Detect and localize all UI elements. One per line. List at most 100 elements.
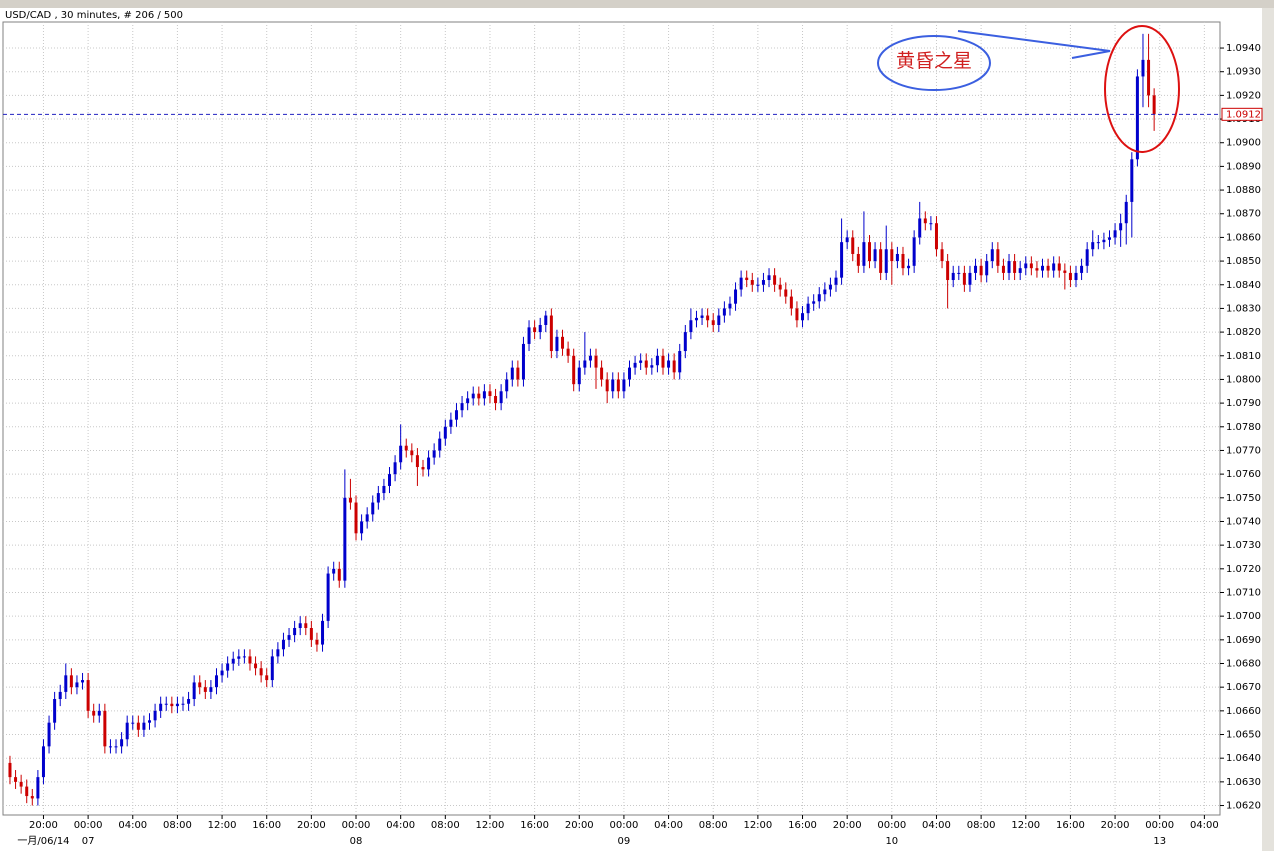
x-tick-label: 12:00 bbox=[1011, 820, 1040, 831]
candle-body bbox=[58, 691, 62, 700]
candle-body bbox=[694, 317, 698, 321]
candle-body bbox=[1001, 265, 1005, 273]
candle-body bbox=[505, 379, 509, 392]
candle-body bbox=[1152, 95, 1156, 115]
candle-body bbox=[577, 367, 581, 385]
candle-body bbox=[30, 796, 34, 799]
candle-body bbox=[884, 249, 888, 273]
candle-body bbox=[974, 265, 978, 273]
y-tick-label: 1.0840 bbox=[1226, 280, 1261, 291]
candle-body bbox=[281, 639, 285, 650]
candle-body bbox=[968, 272, 972, 285]
candle-body bbox=[1119, 223, 1123, 231]
candle-body bbox=[393, 462, 397, 475]
candle-body bbox=[739, 277, 743, 290]
candle-body bbox=[890, 249, 894, 262]
candle-body bbox=[773, 275, 777, 285]
y-tick-label: 1.0640 bbox=[1226, 753, 1261, 764]
y-tick-label: 1.0810 bbox=[1226, 351, 1261, 362]
candle-body bbox=[1024, 263, 1028, 269]
candle-body bbox=[1018, 268, 1022, 273]
x-tick-label: 20:00 bbox=[1101, 820, 1130, 831]
candle-body bbox=[53, 699, 57, 723]
candle-body bbox=[348, 497, 352, 503]
candle-body bbox=[86, 680, 90, 711]
candle-body bbox=[254, 663, 258, 669]
x-tick-label: 16:00 bbox=[520, 820, 549, 831]
x-tick-label: 00:00 bbox=[1145, 820, 1174, 831]
candle-body bbox=[293, 627, 297, 636]
candle-body bbox=[806, 303, 810, 314]
candle-body bbox=[410, 450, 414, 456]
candle-body bbox=[834, 277, 838, 285]
candle-body bbox=[97, 710, 101, 716]
y-tick-label: 1.0800 bbox=[1226, 374, 1261, 385]
x-tick-label: 20:00 bbox=[833, 820, 862, 831]
x-tick-label: 04:00 bbox=[654, 820, 683, 831]
candle-body bbox=[1052, 263, 1056, 271]
candle-body bbox=[611, 379, 615, 392]
candle-body bbox=[103, 710, 107, 747]
candle-body bbox=[728, 303, 732, 309]
x-tick-label: 08:00 bbox=[699, 820, 728, 831]
y-tick-label: 1.0680 bbox=[1226, 659, 1261, 670]
x-tick-label: 04:00 bbox=[386, 820, 415, 831]
candle-body bbox=[432, 450, 436, 458]
x-tick-label: 16:00 bbox=[252, 820, 281, 831]
candle-body bbox=[644, 360, 648, 368]
y-tick-label: 1.0860 bbox=[1226, 232, 1261, 243]
candle-body bbox=[795, 308, 799, 321]
candle-body bbox=[499, 391, 503, 404]
candle-body bbox=[923, 218, 927, 224]
candle-body bbox=[214, 675, 218, 688]
candle-body bbox=[588, 355, 592, 361]
x-tick-label: 12:00 bbox=[208, 820, 237, 831]
y-tick-label: 1.0780 bbox=[1226, 422, 1261, 433]
candle-body bbox=[929, 223, 933, 225]
candle-body bbox=[572, 355, 576, 385]
last-price-box bbox=[1221, 107, 1263, 121]
candle-body bbox=[862, 242, 866, 266]
candle-body bbox=[365, 514, 369, 522]
candle-body bbox=[1102, 239, 1106, 243]
candle-body bbox=[856, 253, 860, 266]
candle-body bbox=[516, 367, 520, 380]
chart-title: USD/CAD , 30 minutes, # 206 / 500 bbox=[5, 10, 183, 21]
candle-body bbox=[639, 360, 643, 363]
candle-body bbox=[388, 474, 392, 486]
candle-body bbox=[946, 261, 950, 281]
candle-body bbox=[276, 649, 280, 657]
candle-body bbox=[265, 675, 269, 681]
candle-body bbox=[131, 722, 135, 724]
candle-body bbox=[600, 367, 604, 380]
y-tick-label: 1.0650 bbox=[1226, 730, 1261, 741]
candle-body bbox=[934, 223, 938, 250]
candle-body bbox=[382, 485, 386, 494]
candle-body bbox=[187, 699, 191, 704]
x-tick-label: 00:00 bbox=[877, 820, 906, 831]
candle-body bbox=[1113, 230, 1117, 238]
candle-body bbox=[488, 391, 492, 397]
candle-body bbox=[108, 746, 112, 748]
candle-body bbox=[985, 261, 989, 276]
candle-body bbox=[337, 568, 341, 581]
candle-body bbox=[650, 365, 654, 368]
candle-body bbox=[828, 284, 832, 290]
candle-body bbox=[8, 762, 12, 778]
candle-body bbox=[1041, 265, 1045, 271]
x-tick-label: 04:00 bbox=[1190, 820, 1219, 831]
candle-body bbox=[555, 336, 559, 352]
candle-body bbox=[745, 277, 749, 281]
candle-body bbox=[332, 568, 336, 574]
y-tick-label: 1.0890 bbox=[1226, 161, 1261, 172]
candle-body bbox=[81, 680, 85, 683]
x-tick-label: 08:00 bbox=[163, 820, 192, 831]
candle-body bbox=[1135, 76, 1139, 160]
candle-body bbox=[315, 639, 319, 645]
candle-body bbox=[477, 393, 481, 399]
y-tick-label: 1.0920 bbox=[1226, 90, 1261, 101]
candle-body bbox=[471, 393, 475, 399]
candle-body bbox=[494, 396, 498, 404]
candle-body bbox=[527, 327, 531, 344]
candle-body bbox=[482, 391, 486, 399]
